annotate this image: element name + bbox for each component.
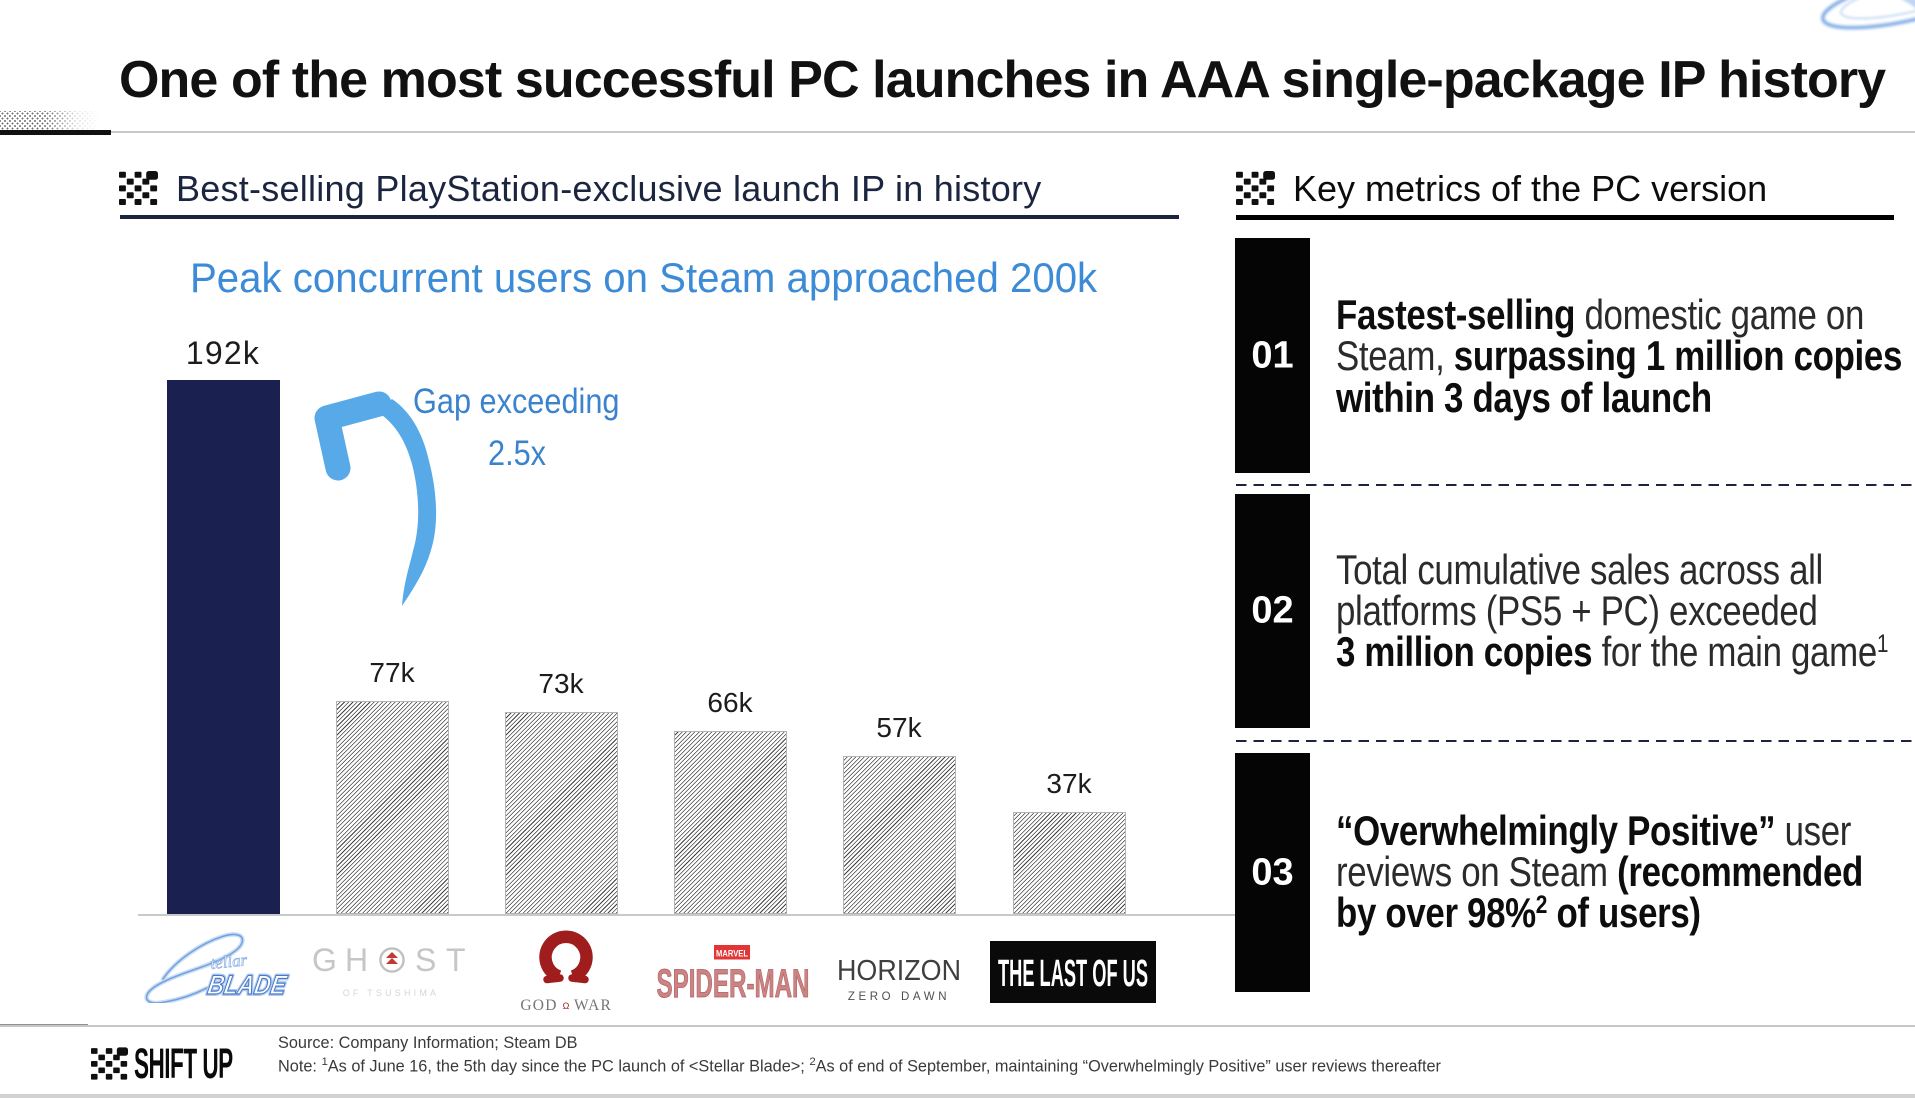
svg-text:OF TSUSHIMA: OF TSUSHIMA bbox=[343, 988, 440, 998]
svg-text:ZERO DAWN: ZERO DAWN bbox=[848, 991, 950, 1003]
svg-text:tellar: tellar bbox=[209, 950, 248, 973]
svg-text:G: G bbox=[312, 945, 337, 978]
svg-text:T: T bbox=[446, 945, 466, 978]
svg-text:HORIZON: HORIZON bbox=[837, 955, 961, 987]
svg-text:BLADE: BLADE bbox=[205, 969, 289, 1000]
svg-text:GOD: GOD bbox=[520, 997, 557, 1011]
svg-text:SPIDER-MAN: SPIDER-MAN bbox=[657, 962, 810, 1005]
svg-text:WAR: WAR bbox=[574, 997, 612, 1011]
svg-text:S: S bbox=[415, 945, 436, 978]
svg-text:MARVEL: MARVEL bbox=[716, 949, 748, 960]
svg-text:Ω: Ω bbox=[563, 1001, 570, 1011]
svg-text:H: H bbox=[345, 945, 368, 978]
svg-text:BLADE: BLADE bbox=[205, 969, 289, 1000]
svg-text:THE LAST OF US: THE LAST OF US bbox=[998, 953, 1148, 995]
